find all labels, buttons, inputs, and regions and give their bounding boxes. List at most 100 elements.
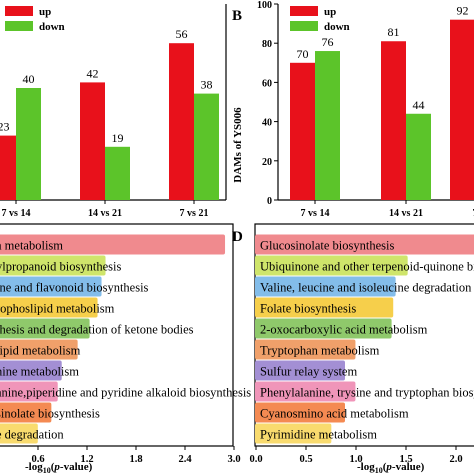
panel-b-x-tick-label: 7 vs 14: [301, 208, 330, 219]
panel-b-y-tick-label: 20: [262, 157, 272, 168]
panel-c-x-tick-label: 3.0: [227, 454, 240, 465]
panel-a-bar-down: [194, 93, 219, 200]
panel-d-label: D: [232, 229, 243, 245]
panel-b-y-tick-label: 60: [262, 78, 272, 89]
panel-b-legend-label-down: down: [324, 21, 350, 33]
panel-c-frame: [0, 223, 234, 447]
panel-d-bar: [255, 360, 345, 381]
panel-c-pathway-label: lipid metabolism: [0, 344, 81, 358]
panel-d-pathway-label: Glucosinolate biosynthesis: [260, 239, 394, 253]
panel-d-pathway-label: Valine, leucine and isoleucine degradati…: [260, 281, 472, 295]
panel-d-pathway-label: Cyanosmino acid metabolism: [260, 407, 409, 421]
panel-d-bar: [255, 339, 356, 360]
panel-c-bar: [0, 297, 98, 318]
svg-text:-log10(p-value): -log10(p-value): [357, 461, 425, 474]
panel-c-x-tick-label: 0.6: [31, 454, 44, 465]
panel-c-pathway-label: nine metabolism: [0, 365, 79, 379]
panel-d-bar: [255, 255, 408, 276]
panel-c-bar: [0, 423, 38, 444]
panel-b-legend-swatch-down: [290, 21, 318, 31]
panel-b-data-label: 81: [388, 25, 400, 39]
panel-d-bar: [255, 402, 345, 423]
panel-a-bar-down: [16, 88, 41, 200]
panel-c-pathway-label: sinolate biosynthesis: [0, 407, 100, 421]
panel-b-data-label: 44: [413, 98, 425, 112]
panel-d-pathway-label: Phenylalanine, trysine and tryptophan bi…: [260, 386, 474, 400]
panel-d-pathway-label: Tryptophan metabolism: [260, 344, 380, 358]
panel-c-pathway-label: e degradation: [0, 428, 64, 442]
panel-d-x-tick-label: 0.0: [249, 454, 262, 465]
panel-b-y-tick-label: 80: [262, 39, 272, 50]
panel-d-bar: [255, 423, 332, 444]
panel-d-pathway-label: Ubiquinone and other terpenoid-quinone b…: [260, 260, 474, 274]
panel-b-data-label: 70: [297, 47, 309, 61]
svg-text:-log10(p-value): -log10(p-value): [25, 461, 93, 474]
panel-c-bar: [0, 381, 58, 402]
panel-d-bar: [255, 297, 394, 318]
panel-a-data-label: 42: [87, 66, 99, 80]
panel-c-pathway-label: ylpropanoid biosynthesis: [0, 260, 121, 274]
panel-c-bar: [0, 360, 62, 381]
panel-c-pathway-label: thesis and degradation of ketone bodies: [0, 323, 194, 337]
panel-d-bar: [255, 381, 356, 402]
panel-b-label: B: [232, 8, 242, 24]
panel-b-legend-swatch-up: [290, 6, 318, 16]
panel-b-bar-up: [290, 62, 315, 200]
panel-c-bar: [0, 402, 52, 423]
panel-a-legend-swatch-down: [5, 21, 33, 31]
panel-c-bar: [0, 234, 226, 255]
panel-b-x-tick-label: 14 vs 21: [389, 208, 423, 219]
panel-d-x-tick-label: 1.0: [349, 454, 362, 465]
panel-c-bar: [0, 255, 106, 276]
panel-a-bar-down: [105, 146, 130, 200]
panel-c-x-tick-label: 1.8: [129, 454, 142, 465]
panel-b-data-label: 76: [322, 35, 334, 49]
panel-b-y-tick-label: 0: [267, 196, 272, 207]
panel-a-data-label: 56: [176, 27, 188, 41]
panel-d-bar: [255, 318, 392, 339]
panel-c-pathway-label: a metabolism: [0, 239, 63, 253]
panel-a: 23 42 56 40 19 38 7 vs 14 14 vs 21 7 vs 21 up down: [0, 4, 227, 219]
panel-d-pathway-label: Folate biosynthesis: [260, 302, 356, 316]
panel-c-pathway-label: ine and flavonoid biosynthesis: [0, 281, 149, 295]
panel-c-x-tick-label: 2.4: [178, 454, 192, 465]
panel-c-x-tick-label: 1.2: [80, 454, 93, 465]
panel-d-pathway-label: 2-oxocarboxylic acid metabolism: [260, 323, 428, 337]
panel-d: Glucosinolate biosynthesis Ubiquinone and…: [249, 223, 474, 465]
panel-a-bar-up: [80, 82, 105, 200]
panel-b-y-tick-label: 40: [262, 118, 272, 129]
panel-d-bar: [255, 234, 474, 255]
panel-a-legend-label-down: down: [39, 21, 65, 33]
panel-d-x-tick-label: 2.0: [449, 454, 462, 465]
panel-b-bar-down: [406, 113, 431, 200]
panel-b-bar-up: [381, 41, 406, 200]
panel-a-legend-swatch-up: [5, 6, 33, 16]
panel-b-ylabel: DAMs of YS006: [232, 107, 244, 183]
panel-b-y-tick-label: 100: [257, 0, 272, 11]
panel-c-bar: [0, 339, 78, 360]
panel-b: 0 20 40 60 80 100 70 76 81 44 92 7 vs 14 14 vs 21 7 up…: [257, 0, 474, 219]
panel-a-x-tick-label: 14 vs 21: [88, 208, 122, 219]
panel-b-bar-up: [450, 19, 474, 201]
panel-a-legend-label-up: up: [39, 6, 51, 18]
panel-d-x-tick-label: 0.5: [299, 454, 312, 465]
panel-a-data-label: 40: [23, 72, 35, 86]
panel-a-bar-up: [0, 135, 16, 200]
panel-c-pathway-label: anine,piperidine and pyridine alkaloid b…: [0, 386, 251, 400]
panel-d-bar: [255, 276, 396, 297]
panel-a-data-label: 38: [201, 78, 213, 92]
panel-c-bar: [0, 276, 102, 297]
panel-a-data-label: 19: [112, 131, 124, 145]
panel-a-data-label: 23: [0, 120, 10, 134]
panel-b-data-label: 92: [457, 4, 469, 18]
panel-d-xlabel: -log10(p-value): [357, 461, 425, 474]
panel-d-x-tick-label: 1.5: [399, 454, 412, 465]
panel-b-x-tick-label: 7: [473, 208, 474, 219]
panel-b-bar-down: [315, 51, 340, 200]
panel-a-x-tick-label: 7 vs 21: [180, 208, 209, 219]
panel-c-pathway-label: rophoslipid metabolism: [0, 302, 115, 316]
panel-c: a metabolism ylpropanoid biosynthesis ine …: [0, 223, 251, 465]
panel-b-legend-label-up: up: [324, 6, 336, 18]
panel-a-x-tick-label: 7 vs 14: [2, 208, 31, 219]
